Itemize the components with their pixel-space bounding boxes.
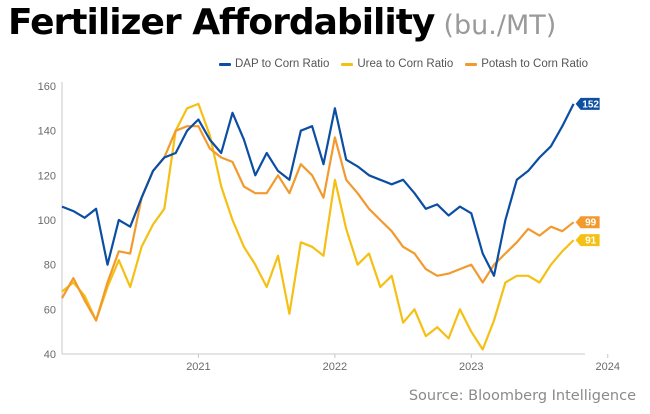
y-tick-label: 140 <box>38 126 56 138</box>
series-line-urea <box>61 102 575 351</box>
y-tick-label: 60 <box>44 304 56 316</box>
legend-swatch-potash <box>465 62 478 66</box>
series-line-dap <box>61 103 575 277</box>
chart-title: Fertilizer Affordability <box>8 2 435 43</box>
legend-swatch-urea <box>341 62 354 66</box>
series-line-potash <box>61 125 575 322</box>
legend-label-potash: Potash to Corn Ratio <box>481 58 588 70</box>
y-tick-label: 160 <box>38 81 56 93</box>
chart-title-block: Fertilizer Affordability (bu./MT) <box>8 2 556 43</box>
legend-label-dap: DAP to Corn Ratio <box>234 58 330 70</box>
legend-label-urea: Urea to Corn Ratio <box>357 58 454 70</box>
y-tick-label: 120 <box>38 170 56 182</box>
x-tick-label: 2023 <box>459 361 483 373</box>
y-tick-label: 40 <box>44 349 56 361</box>
y-tick-label: 80 <box>44 260 56 272</box>
y-tick-label: 100 <box>38 215 56 227</box>
chart-legend: DAP to Corn Ratio Urea to Corn Ratio Pot… <box>218 58 588 70</box>
end-label-text: 152 <box>582 99 599 110</box>
end-label-urea: 91 <box>575 234 600 247</box>
x-tick-label: 2024 <box>595 361 619 373</box>
end-label-text: 99 <box>585 218 597 229</box>
source-note: Source: Bloomberg Intelligence <box>408 388 636 404</box>
end-label-bg <box>575 97 600 110</box>
end-label-bg <box>575 216 600 229</box>
x-tick-label: 2022 <box>323 361 347 373</box>
chart-subtitle: (bu./MT) <box>443 10 557 41</box>
legend-swatch-dap <box>218 62 231 66</box>
legend-item-urea: Urea to Corn Ratio <box>341 58 453 70</box>
x-tick-label: 2021 <box>186 361 210 373</box>
end-label-potash: 99 <box>575 216 600 229</box>
legend-item-potash: Potash to Corn Ratio <box>465 58 588 70</box>
end-label-dap: 152 <box>575 97 600 110</box>
end-label-text: 91 <box>585 236 597 247</box>
legend-item-dap: DAP to Corn Ratio <box>218 58 330 70</box>
end-label-bg <box>575 234 600 247</box>
